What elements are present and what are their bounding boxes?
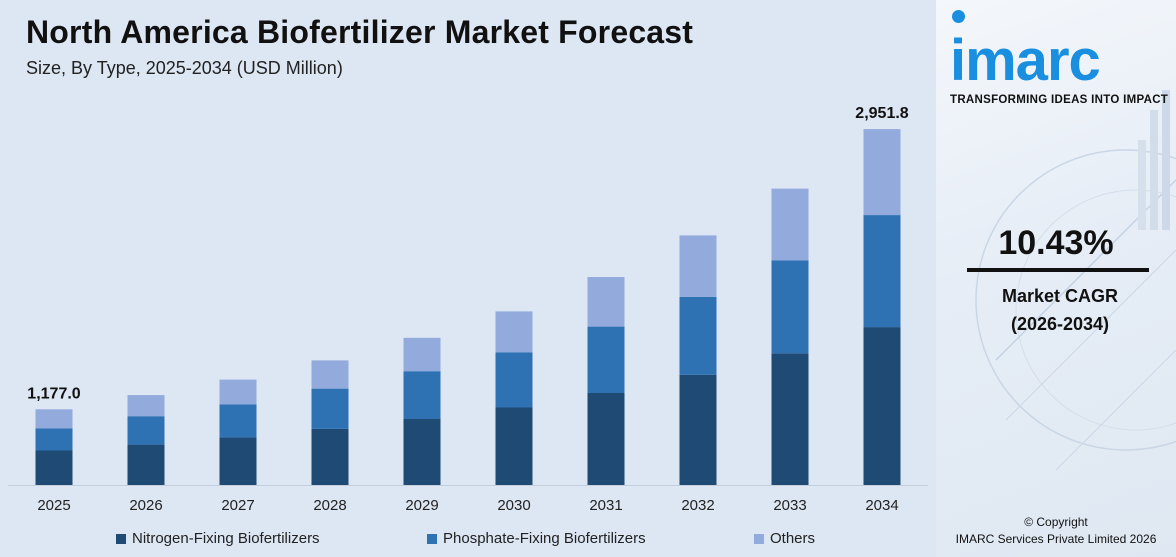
bar-segment-nitrogen-2028	[311, 428, 349, 485]
x-tick-label-2032: 2032	[681, 497, 714, 514]
legend-label-nitrogen: Nitrogen-Fixing Biofertilizers	[132, 530, 320, 547]
x-tick-label-2027: 2027	[221, 497, 254, 514]
total-label-2025: 1,177.0	[27, 385, 80, 402]
legend-item-others: Others	[754, 530, 815, 547]
cagr-label: Market CAGR	[1001, 286, 1119, 306]
x-tick-label-2033: 2033	[773, 497, 806, 514]
bar-segment-nitrogen-2029	[403, 419, 441, 485]
logo-wordmark: imarc	[950, 28, 1101, 93]
legend-swatch-others	[754, 533, 764, 544]
bar-segment-phosphate-2030	[495, 352, 533, 408]
bar-segment-others-2026	[127, 395, 165, 417]
copyright-line-2: IMARC Services Private Limited 2026	[955, 532, 1157, 546]
x-tick-label-2034: 2034	[865, 497, 898, 514]
x-tick-label-2030: 2030	[497, 497, 530, 514]
bar-segment-nitrogen-2034	[863, 327, 901, 485]
bar-segment-others-2027	[219, 379, 257, 405]
legend-label-others: Others	[770, 530, 816, 547]
copyright-line-1: © Copyright	[1024, 515, 1088, 529]
total-label-2034: 2,951.8	[855, 105, 908, 122]
bar-segment-phosphate-2025	[35, 428, 73, 451]
bar-segment-others-2034	[863, 129, 901, 215]
chart-panel: 2025 1,177.0 2026 2027 2028 2029 2030 2031 2032 2…	[0, 0, 936, 557]
imarc-logo: imarc TRANSFORMING IDEAS INTO IMPACT	[950, 10, 1172, 110]
chart-legend: Nitrogen-Fixing Biofertilizers Phosphate…	[0, 530, 936, 550]
bar-segment-nitrogen-2033	[771, 353, 809, 485]
bar-segment-phosphate-2034	[863, 215, 901, 328]
chart-title: North America Biofertilizer Market Forec…	[26, 14, 694, 50]
bar-segment-others-2030	[495, 311, 533, 353]
bar-segment-nitrogen-2032	[679, 374, 717, 485]
logo-tagline: TRANSFORMING IDEAS INTO IMPACT	[950, 94, 1169, 106]
bar-segment-others-2032	[679, 235, 717, 297]
bar-segment-nitrogen-2025	[35, 450, 73, 485]
x-tick-label-2025: 2025	[37, 497, 70, 514]
bar-segment-nitrogen-2030	[495, 407, 533, 485]
bar-segment-others-2031	[587, 277, 625, 327]
chart-subtitle: Size, By Type, 2025-2034 (USD Million)	[26, 58, 343, 78]
info-sidebar: imarc TRANSFORMING IDEAS INTO IMPACT 10.…	[936, 0, 1176, 557]
legend-label-phosphate: Phosphate-Fixing Biofertilizers	[443, 530, 646, 547]
background-chart-graphic	[975, 90, 1176, 471]
cagr-value: 10.43%	[998, 224, 1114, 262]
x-tick-label-2028: 2028	[313, 497, 346, 514]
bar-segment-phosphate-2031	[587, 326, 625, 393]
bar-segment-phosphate-2033	[771, 260, 809, 354]
bar-segment-nitrogen-2026	[127, 444, 165, 485]
bar-segment-others-2033	[771, 188, 809, 261]
bar-segment-phosphate-2026	[127, 416, 165, 445]
bar-segment-phosphate-2032	[679, 296, 717, 375]
bar-segment-nitrogen-2031	[587, 393, 625, 485]
x-tick-label-2026: 2026	[129, 497, 162, 514]
copyright-notice: © Copyright IMARC Services Private Limit…	[936, 514, 1176, 548]
bar-segment-others-2025	[35, 409, 73, 429]
bar-segment-others-2028	[311, 360, 349, 389]
cagr-period: (2026-2034)	[1010, 314, 1110, 334]
legend-item-phosphate: Phosphate-Fixing Biofertilizers	[427, 530, 646, 547]
x-tick-label-2031: 2031	[589, 497, 622, 514]
legend-swatch-phosphate	[427, 533, 437, 544]
logo-dot-icon	[952, 10, 965, 23]
bar-segment-phosphate-2027	[219, 404, 257, 438]
legend-item-nitrogen: Nitrogen-Fixing Biofertilizers	[116, 530, 320, 547]
cagr-divider	[967, 268, 1149, 272]
x-tick-label-2029: 2029	[405, 497, 438, 514]
bar-segment-nitrogen-2027	[219, 437, 257, 485]
bar-segment-phosphate-2029	[403, 371, 441, 419]
bar-segment-others-2029	[403, 337, 441, 372]
legend-swatch-nitrogen	[116, 533, 126, 544]
stacked-bar-chart: 2025 1,177.0 2026 2027 2028 2029 2030 2031 2032 2…	[8, 105, 928, 514]
bar-segment-phosphate-2028	[311, 388, 349, 429]
